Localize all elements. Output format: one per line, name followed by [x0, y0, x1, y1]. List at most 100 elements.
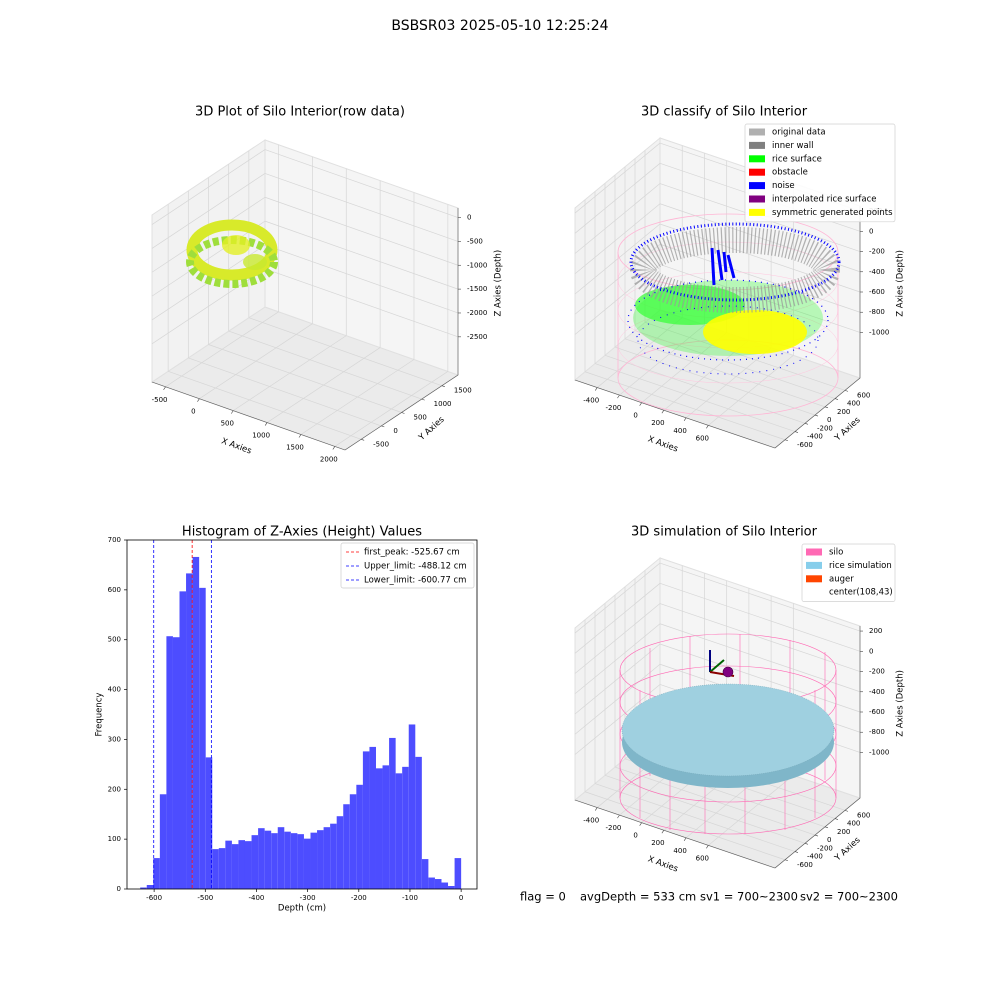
bar [356, 784, 363, 889]
x-tick-label: -200 [605, 824, 621, 832]
z-tick-label: -400 [869, 688, 885, 696]
grid-line [168, 370, 362, 440]
tick-mark [814, 414, 819, 417]
x-tick-label: 200 [651, 419, 664, 427]
tick-mark [639, 822, 642, 826]
z-tick-label: 0 [869, 227, 873, 235]
bar [395, 773, 403, 889]
z-tick-label: 0 [869, 647, 873, 655]
grid-line [596, 317, 683, 388]
bar [258, 828, 265, 889]
y-tick-label: 100 [108, 835, 121, 843]
bar [166, 636, 173, 889]
bar [421, 859, 429, 889]
tick-mark [231, 410, 234, 414]
bar [199, 587, 206, 889]
bar [277, 827, 285, 889]
y-tick-label: -600 [797, 861, 813, 869]
x-tick-label: -600 [146, 894, 162, 902]
tick-mark [594, 387, 598, 391]
x-tick-label: -200 [351, 894, 367, 902]
tick-mark [401, 412, 405, 414]
grid-line [659, 582, 861, 652]
y-tick-label: 0 [827, 836, 831, 844]
axes-frame [126, 539, 478, 890]
grid-line [659, 223, 861, 293]
legend-label: rice simulation [829, 561, 892, 571]
bar [382, 765, 390, 889]
tick-mark [824, 826, 829, 829]
bar [271, 833, 278, 889]
x-tick-label: 500 [221, 420, 234, 428]
z-tick-label: -600 [869, 288, 885, 296]
x-axis-label: Depth (cm) [278, 904, 326, 914]
legend-label: obstacle [772, 168, 808, 178]
axis-line [574, 379, 776, 449]
footer-text: avgDepth = 533 cm [580, 890, 696, 904]
grid-line [574, 243, 661, 315]
legend-label: original data [772, 128, 826, 138]
z-tick-label: -1500 [467, 285, 487, 293]
y-tick-label: 200 [108, 785, 121, 793]
x-tick-label: -400 [249, 894, 265, 902]
legend-box [744, 123, 896, 223]
z-tick-label: -800 [869, 308, 885, 316]
bar [402, 766, 409, 889]
z-tick-label: -1000 [467, 261, 487, 269]
grid-line [264, 196, 459, 266]
bar [317, 830, 324, 889]
bar [336, 816, 344, 889]
axis-line [574, 799, 776, 869]
legend-swatch [806, 561, 822, 569]
grid-line [151, 149, 266, 225]
x-tick-label: 0 [191, 408, 195, 416]
z-tick-label: -2500 [467, 333, 487, 341]
x-tick-label: 0 [633, 412, 637, 420]
bar [251, 835, 259, 889]
legend-label: inner wall [772, 141, 813, 151]
y-tick-label: 400 [108, 686, 121, 694]
bar [323, 827, 331, 889]
bar [238, 840, 245, 889]
y-tick-label: 500 [108, 636, 121, 644]
bar [244, 841, 252, 889]
legend-label: center(108,43) [829, 588, 893, 598]
grid-line [574, 163, 661, 234]
grid-line [208, 344, 402, 413]
tick-mark [784, 859, 789, 862]
x-tick-label: -400 [583, 397, 599, 405]
y-axis-label: Frequency [95, 693, 105, 737]
grid-line [574, 663, 661, 735]
bar [434, 879, 442, 889]
axis-line [151, 381, 346, 451]
legend-swatch [806, 575, 822, 583]
legend-label: silo [829, 548, 843, 558]
bar [284, 831, 291, 889]
legend-label: interpolated rice surface [772, 195, 877, 205]
z-axis-label: Z Axies (Depth) [896, 250, 906, 317]
bar [153, 858, 160, 889]
z-tick-label: 200 [869, 627, 882, 635]
bar [415, 756, 422, 889]
chart-title: 3D classify of Silo Interior [641, 105, 808, 120]
tick-mark [298, 434, 302, 438]
tick-mark [683, 837, 687, 841]
y-tick-label: 1500 [454, 387, 472, 395]
z-tick-label: -400 [869, 268, 885, 276]
grid-line [228, 330, 422, 400]
grid-line [659, 623, 861, 693]
footer-text: sv2 = 700~2300 [800, 890, 898, 904]
footer-text: sv1 = 700~2300 [700, 890, 798, 904]
legend-swatch [806, 588, 822, 596]
grid-line [584, 791, 786, 861]
grid-line [644, 322, 846, 391]
grid-line [659, 562, 861, 632]
tick-mark [163, 386, 166, 390]
bar [343, 804, 350, 889]
tick-mark [844, 390, 849, 392]
figure-title: BSBSR03 2025-05-10 12:25:24 [391, 18, 608, 34]
grid-line [188, 357, 382, 427]
x-tick-label: 200 [651, 839, 664, 847]
legend-box [340, 542, 475, 589]
